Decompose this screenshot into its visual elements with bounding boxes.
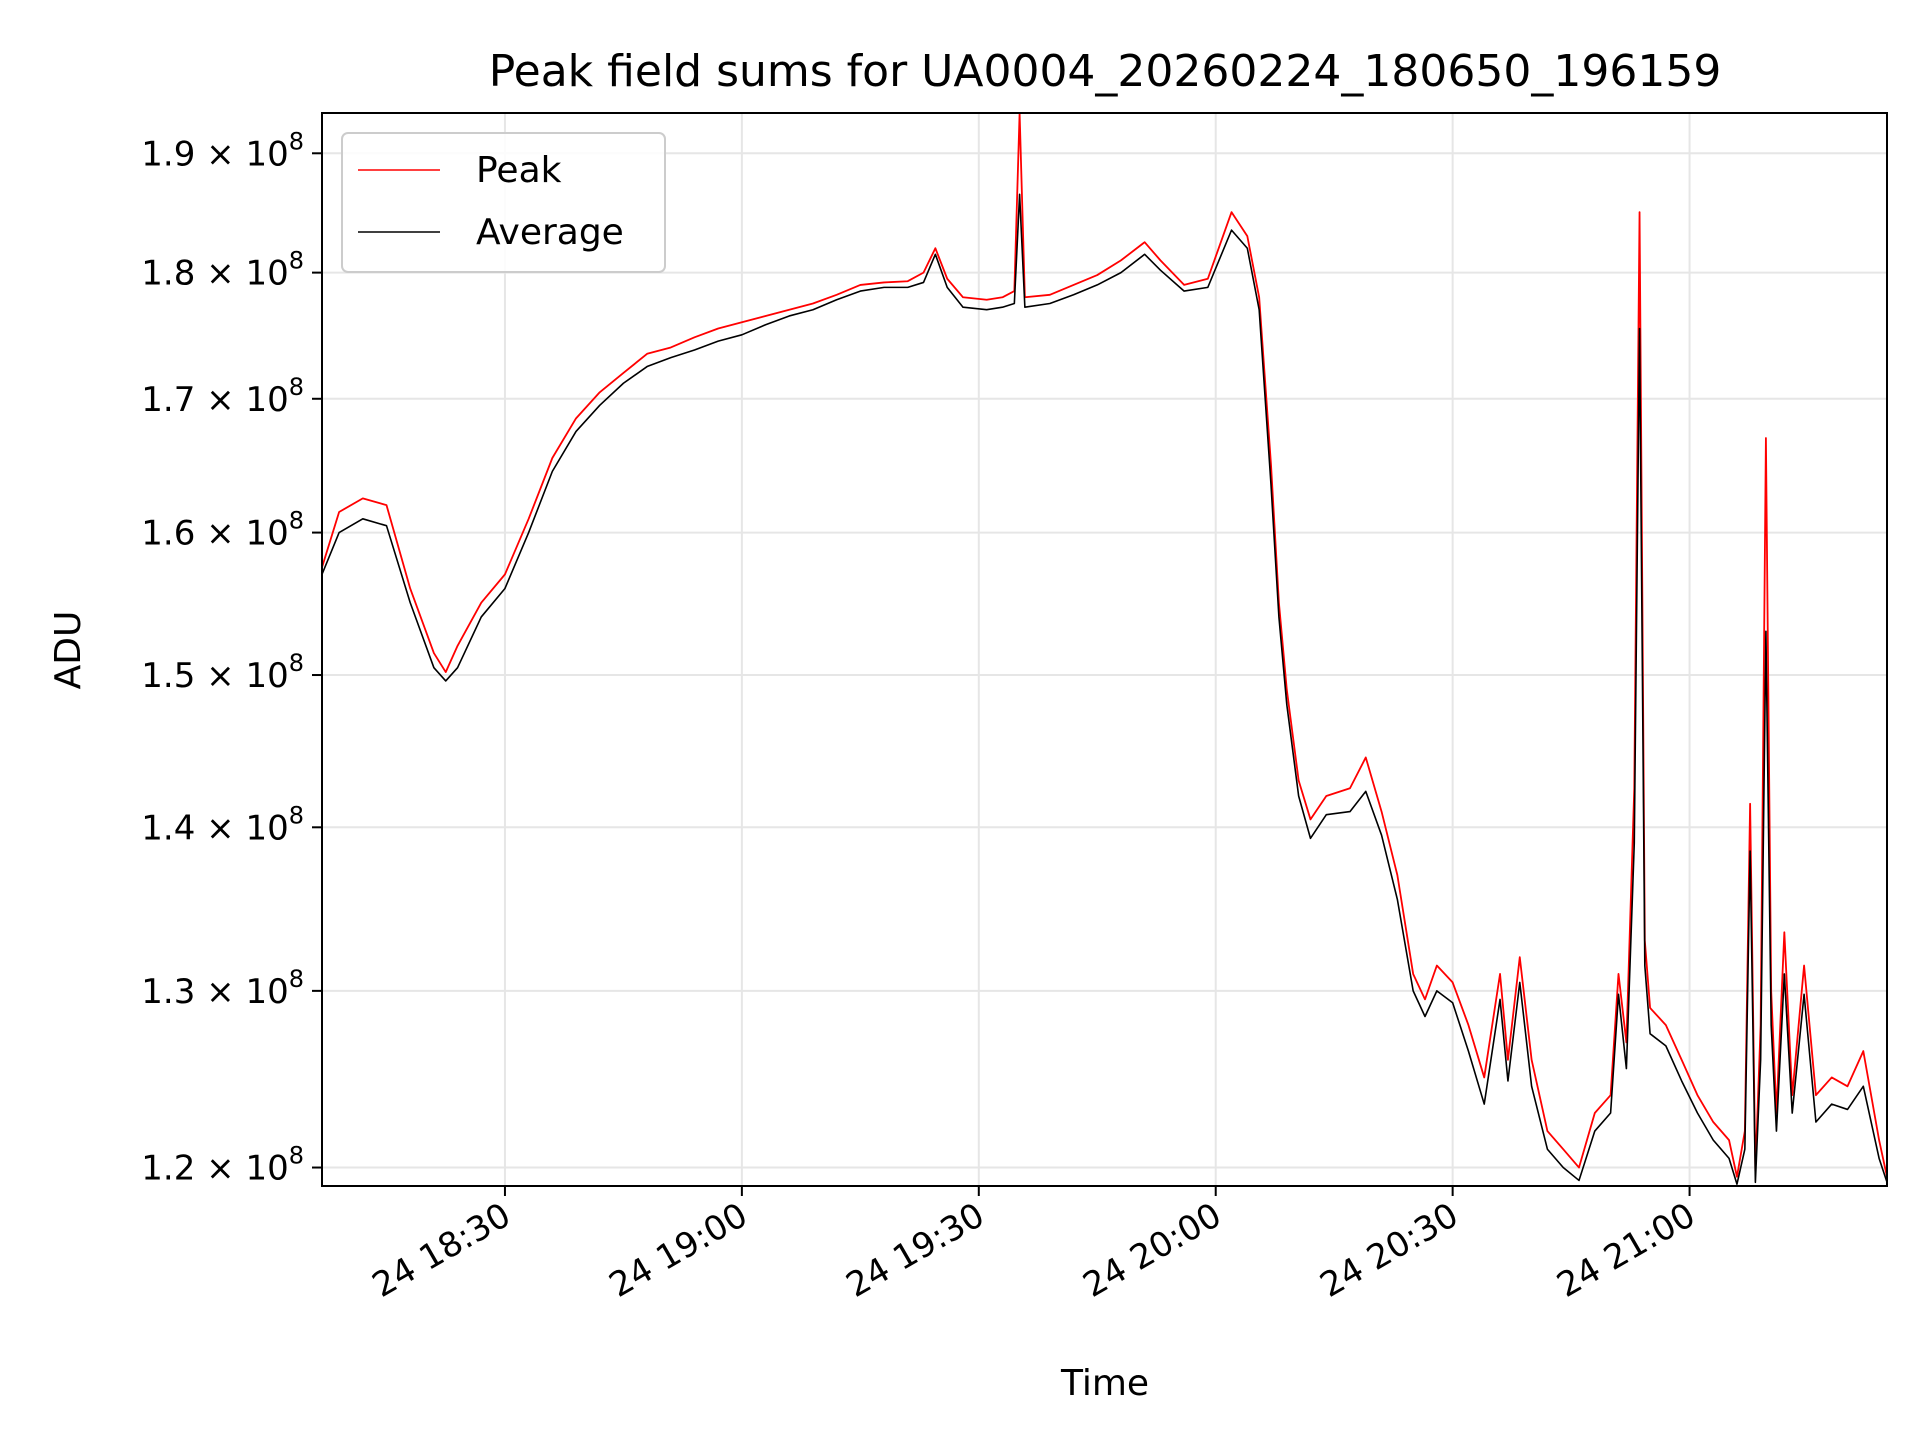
y-tick-exponent: 8 <box>289 507 304 535</box>
grid <box>322 113 1887 1186</box>
y-tick-label: 1.8 × 108 <box>141 247 304 294</box>
y-tick-base: 10 <box>245 808 288 848</box>
y-tick-times: × <box>195 972 245 1012</box>
y-tick-label: 1.6 × 108 <box>141 507 304 554</box>
y-tick-mantissa: 1.4 <box>141 808 195 848</box>
y-tick-label: 1.4 × 108 <box>141 801 304 848</box>
legend-label-peak: Peak <box>476 150 562 191</box>
legend: Peak Average <box>341 132 666 273</box>
y-tick-times: × <box>195 380 245 420</box>
y-tick-exponent: 8 <box>289 247 304 275</box>
y-tick-mantissa: 1.9 <box>141 134 195 174</box>
y-tick-base: 10 <box>245 656 288 696</box>
chart-title: Peak field sums for UA0004_20260224_1806… <box>489 46 1722 97</box>
y-tick-label: 1.3 × 108 <box>141 965 304 1012</box>
y-tick-label: 1.7 × 108 <box>141 373 304 420</box>
y-tick-base: 10 <box>245 254 288 294</box>
y-axis-label: ADU <box>48 611 89 690</box>
series-line-average <box>322 193 1887 1185</box>
y-tick-base: 10 <box>245 134 288 174</box>
y-tick-times: × <box>195 1149 245 1189</box>
y-tick-mantissa: 1.8 <box>141 254 195 294</box>
y-tick-base: 10 <box>245 514 288 554</box>
y-tick-base: 10 <box>245 972 288 1012</box>
y-tick-mantissa: 1.7 <box>141 380 195 420</box>
legend-label-average: Average <box>476 212 624 253</box>
y-tick-times: × <box>195 656 245 696</box>
y-tick-times: × <box>195 134 245 174</box>
y-tick-times: × <box>195 808 245 848</box>
y-tick-exponent: 8 <box>289 373 304 401</box>
y-tick-label: 1.9 × 108 <box>141 127 304 174</box>
legend-box <box>341 132 666 273</box>
y-tick-exponent: 8 <box>289 801 304 829</box>
series-line-peak <box>322 113 1887 1178</box>
y-tick-label: 1.5 × 108 <box>141 649 304 696</box>
y-tick-base: 10 <box>245 380 288 420</box>
plot-frame <box>321 112 1888 1187</box>
y-tick-exponent: 8 <box>289 127 304 155</box>
y-tick-mantissa: 1.6 <box>141 514 195 554</box>
y-tick-base: 10 <box>245 1149 288 1189</box>
y-tick-times: × <box>195 514 245 554</box>
y-tick-exponent: 8 <box>289 649 304 677</box>
x-axis-label: Time <box>1060 1363 1149 1404</box>
y-tick-exponent: 8 <box>289 1142 304 1170</box>
y-tick-mantissa: 1.5 <box>141 656 195 696</box>
y-tick-mantissa: 1.2 <box>141 1149 195 1189</box>
y-tick-exponent: 8 <box>289 965 304 993</box>
y-tick-label: 1.2 × 108 <box>141 1142 304 1189</box>
series-layer <box>322 113 1887 1185</box>
y-tick-mantissa: 1.3 <box>141 972 195 1012</box>
y-tick-times: × <box>195 254 245 294</box>
